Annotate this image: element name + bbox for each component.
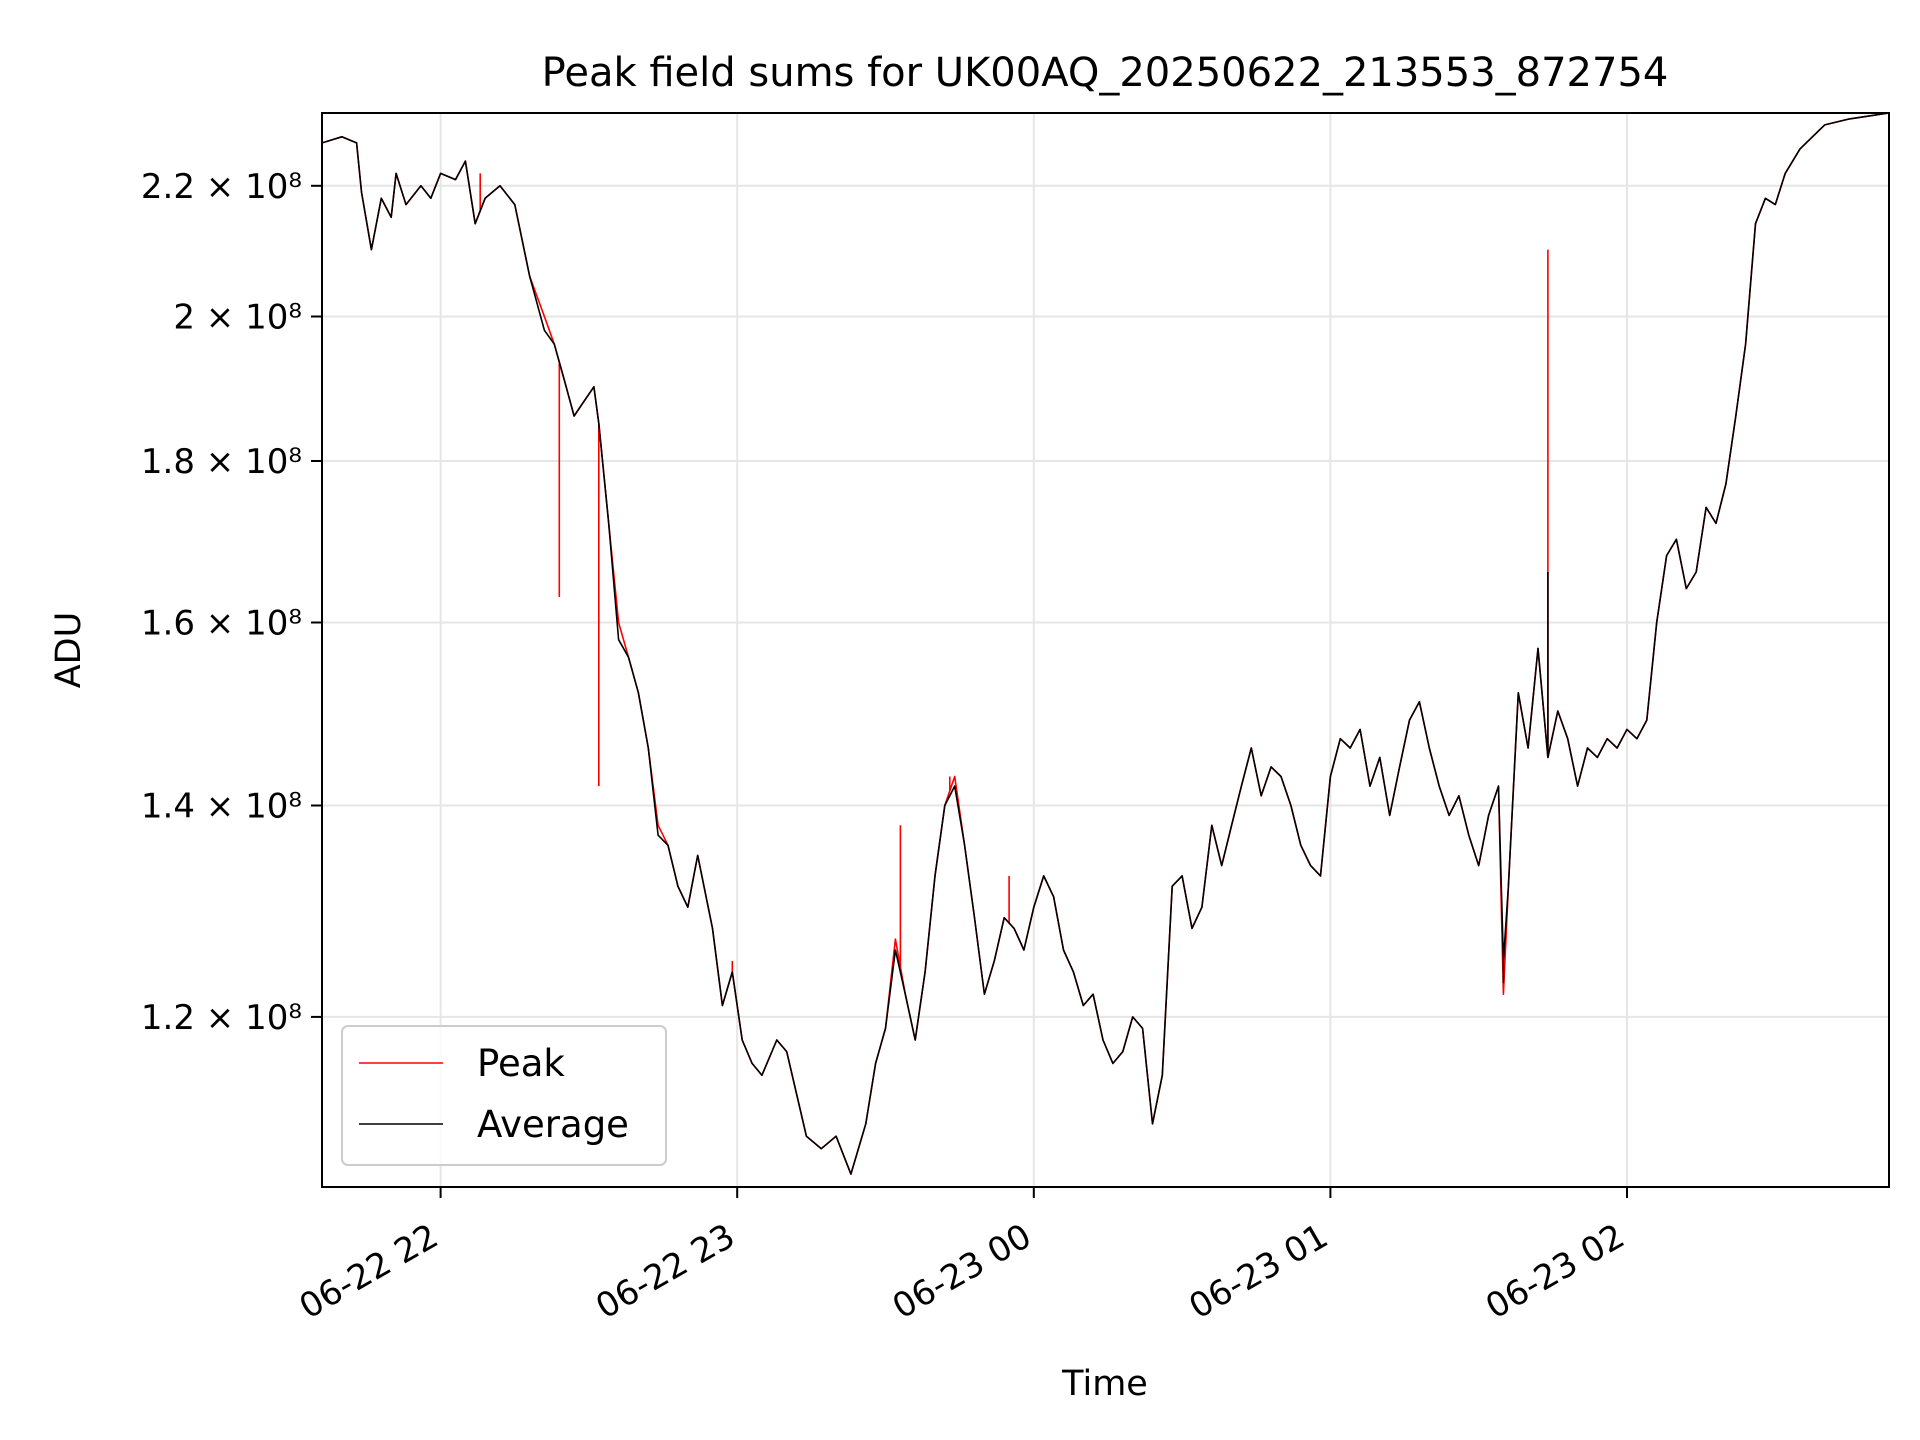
x-tick-label: 06-22 22 [293,1216,445,1327]
y-tick-label: 1.4 × 10⁸ [141,787,302,827]
x-axis: 06-22 22 06-22 23 06-23 00 06-23 01 06-23 02 [293,1187,1632,1327]
y-axis-label: ADU [49,612,89,689]
chart-title: Peak field sums for UK00AQ_20250622_2135… [542,50,1669,96]
x-tick-label: 06-23 00 [886,1216,1038,1327]
legend: Peak Average [341,1025,667,1166]
plot-frame [321,112,1890,1188]
y-tick-label: 2 × 10⁸ [173,298,302,338]
series-line-average [322,113,1889,1175]
x-tick-label: 06-23 01 [1183,1216,1335,1327]
legend-label-peak: Peak [477,1042,565,1085]
y-tick-label: 1.6 × 10⁸ [141,604,302,644]
y-axis: 1.2 × 10⁸ 1.4 × 10⁸ 1.6 × 10⁸ 1.8 × 10⁸ 2 × … [141,167,322,1038]
y-tick-label: 2.2 × 10⁸ [141,167,302,207]
legend-label-average: Average [477,1103,629,1146]
x-tick-label: 06-23 02 [1479,1216,1631,1327]
series-layer [322,113,1889,1175]
x-tick-label: 06-22 23 [589,1216,741,1327]
y-tick-label: 1.8 × 10⁸ [141,442,302,482]
legend-box [341,1025,667,1166]
grid [322,113,1889,1187]
x-axis-label: Time [1061,1364,1148,1404]
y-tick-label: 1.2 × 10⁸ [141,998,302,1038]
